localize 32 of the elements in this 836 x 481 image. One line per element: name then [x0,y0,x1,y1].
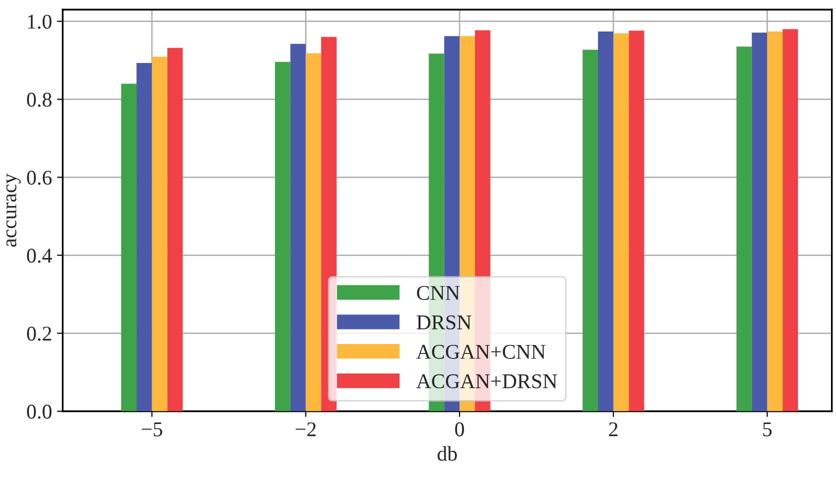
x-tick-label: 2 [609,422,618,436]
x-tick-label: −2 [296,422,316,436]
legend-label: ACGAN+DRSN [416,374,558,388]
x-tick-label: 5 [763,422,772,436]
bar [598,31,614,412]
y-tick-label: 0.6 [27,170,52,185]
legend-label: DRSN [416,315,472,330]
bar [274,62,290,412]
legend-label: ACGAN+CNN [416,344,546,359]
bar [121,84,137,412]
y-tick-label: 0.8 [27,92,52,107]
bar [767,31,783,412]
y-tick-label: 0.4 [27,248,52,263]
bar [290,44,306,412]
x-tick-label: 0 [455,422,464,436]
y-tick-label: 0.0 [27,404,52,419]
bar [306,53,322,412]
x-tick-label: −5 [142,422,162,436]
bar [628,30,644,412]
bar [152,56,168,412]
x-axis-title: db [438,446,457,461]
y-tick-label: 1.0 [28,14,52,29]
bar [582,50,598,412]
bar [136,63,152,412]
bar [752,32,768,412]
legend-label: CNN [417,286,460,300]
bar [782,29,798,412]
y-tick-label: 0.2 [27,326,52,341]
bar [613,33,629,412]
bar [167,48,183,412]
bar [736,46,752,412]
y-axis-title: accuracy [6,174,21,247]
